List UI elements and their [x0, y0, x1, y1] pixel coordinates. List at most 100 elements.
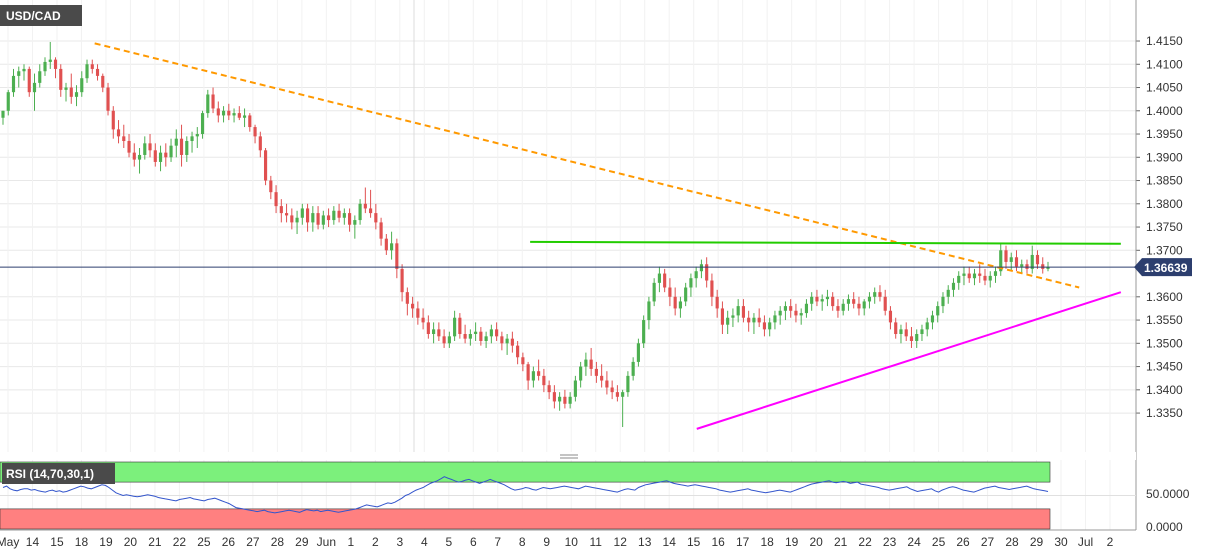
candle-body — [400, 268, 404, 293]
candle-body — [584, 359, 588, 367]
date-tick-label: 26 — [956, 535, 970, 549]
candle-body — [179, 138, 184, 155]
date-tick-label: 9 — [543, 535, 550, 549]
price-tick-label: 1.3600 — [1146, 290, 1183, 304]
candle-body — [547, 385, 551, 393]
candle-body — [500, 336, 504, 344]
candle-body — [1035, 254, 1040, 265]
candle-body — [59, 68, 63, 90]
candle-body — [17, 71, 21, 76]
candle-body — [90, 64, 94, 69]
date-tick-label: 25 — [932, 535, 946, 549]
candle-body — [74, 92, 79, 97]
date-tick-label: 1 — [348, 535, 355, 549]
candle-body — [836, 306, 840, 311]
price-tick-label: 1.3900 — [1146, 150, 1183, 164]
candle-body — [332, 210, 336, 221]
candle-body — [794, 310, 798, 316]
candle-body — [48, 59, 52, 62]
date-tick-label: 16 — [711, 535, 725, 549]
candle-body — [978, 273, 982, 276]
date-tick-label: 25 — [197, 535, 211, 549]
candle-body — [894, 322, 898, 335]
candle-body — [111, 110, 115, 130]
candle-body — [169, 145, 173, 158]
candle-body — [699, 264, 703, 272]
candle-body — [941, 296, 945, 307]
date-tick-label: 2 — [372, 535, 379, 549]
panel-divider[interactable] — [0, 452, 1136, 460]
date-tick-label: 23 — [883, 535, 897, 549]
candle-body — [846, 299, 851, 304]
candle-body — [395, 243, 399, 269]
candle-body — [411, 303, 415, 309]
candle-body — [531, 371, 535, 381]
candle-body — [1, 110, 5, 118]
candle-body — [295, 217, 299, 223]
candle-body — [337, 210, 341, 218]
candle-body — [484, 336, 488, 341]
candle-body — [137, 154, 142, 160]
date-tick-label: 13 — [638, 535, 652, 549]
date-tick-label: 14 — [26, 535, 40, 549]
candle-body — [1025, 264, 1029, 269]
candle-body — [899, 329, 903, 335]
candle-body — [158, 152, 163, 162]
candle-body — [64, 87, 68, 90]
date-tick-label: 19 — [785, 535, 799, 549]
candle-body — [426, 322, 430, 335]
candle-body — [421, 317, 425, 323]
price-tick-label: 1.3450 — [1146, 360, 1183, 374]
candle-body — [38, 71, 42, 83]
candle-body — [689, 278, 693, 288]
candle-body — [206, 94, 210, 114]
candle-body — [962, 273, 966, 276]
candle-body — [825, 296, 830, 300]
candle-body — [211, 94, 215, 109]
candle-body — [384, 238, 388, 251]
candle-body — [967, 273, 971, 279]
candle-body — [95, 68, 100, 76]
candle-body — [216, 108, 220, 116]
candle-body — [463, 334, 467, 339]
candle-body — [405, 292, 409, 304]
candle-body — [353, 220, 357, 225]
candle-body — [190, 136, 194, 142]
candle-body — [862, 301, 866, 309]
date-tick-label: May — [0, 535, 19, 549]
candle-body — [694, 271, 698, 279]
date-tick-label: 22 — [173, 535, 187, 549]
last-price-tag — [1134, 258, 1192, 277]
candle-body — [652, 282, 656, 302]
date-tick-label: 19 — [99, 535, 113, 549]
rsi-title: RSI (14,70,30,1) — [6, 467, 94, 481]
date-tick-label: 8 — [519, 535, 526, 549]
candle-body — [253, 127, 257, 137]
candle-body — [127, 141, 131, 153]
candle-body — [453, 317, 457, 337]
date-tick-label: 7 — [494, 535, 501, 549]
candle-body — [568, 396, 572, 404]
candle-body — [43, 61, 47, 72]
date-tick-label: 27 — [246, 535, 260, 549]
price-tick-label: 1.3800 — [1146, 197, 1183, 211]
candle-body — [327, 215, 331, 221]
candle-body — [778, 310, 782, 316]
candle-body — [925, 322, 929, 330]
candle-body — [300, 208, 304, 218]
date-tick-label: 15 — [50, 535, 64, 549]
last-price-label: 1.36639 — [1144, 261, 1188, 275]
candle-body — [321, 215, 325, 225]
candle-body — [416, 308, 420, 318]
candle-body — [904, 329, 908, 337]
candle-body — [705, 264, 709, 281]
candle-body — [153, 150, 157, 162]
candle-body — [626, 375, 630, 393]
candle-body — [1046, 267, 1050, 269]
ascending-support-line — [696, 291, 1122, 430]
date-tick-label: 20 — [809, 535, 823, 549]
price-tick-label: 1.4000 — [1146, 104, 1183, 118]
candle-body — [185, 141, 189, 155]
candle-body — [736, 306, 740, 316]
candle-body — [757, 317, 761, 323]
